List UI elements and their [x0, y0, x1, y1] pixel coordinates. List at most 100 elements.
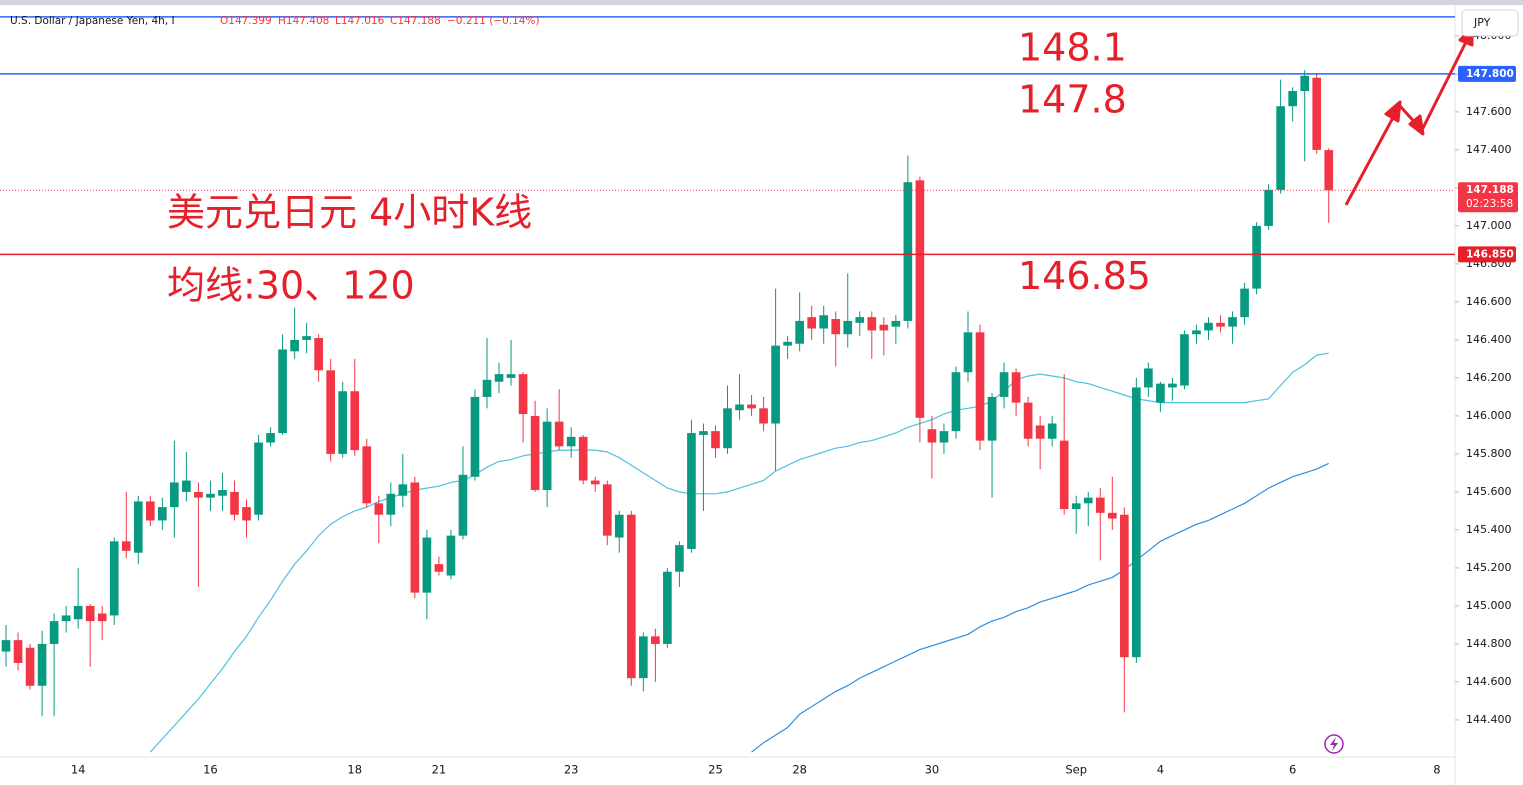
candle-body: [1035, 425, 1045, 439]
candle-body: [735, 404, 744, 411]
candle-body: [1071, 503, 1081, 510]
candle-body: [1083, 497, 1093, 504]
candle-body: [1119, 514, 1129, 658]
candle-body: [266, 433, 275, 443]
countdown-label: 02:23:58: [1466, 198, 1513, 210]
candle-body: [614, 514, 624, 538]
candle-body: [37, 643, 47, 686]
candle-body: [675, 545, 684, 572]
candle-body: [494, 374, 504, 382]
candle-body: [1312, 77, 1322, 150]
candle-body: [49, 621, 59, 644]
ohlc-value: C147.188: [390, 15, 441, 27]
x-tick-label: 28: [792, 763, 807, 777]
x-tick-label: 16: [203, 763, 218, 777]
candle-body: [506, 374, 516, 378]
candle-body: [903, 182, 913, 321]
x-tick-label: Sep: [1065, 763, 1087, 777]
candle-body: [482, 379, 492, 397]
candle-body: [61, 615, 71, 622]
y-tick-label: 145.600: [1466, 485, 1512, 498]
y-tick-label: 144.400: [1466, 713, 1512, 726]
candle-body: [1156, 383, 1165, 403]
candle-body: [518, 374, 528, 415]
ohlc-value: O147.399: [220, 15, 272, 27]
candle-body: [530, 415, 540, 491]
candle-body: [446, 535, 456, 576]
lightning-icon[interactable]: [1324, 734, 1344, 754]
last-price-label: 147.188: [1466, 184, 1514, 196]
arrow-up: [1420, 37, 1470, 131]
level-price-box: [1458, 246, 1516, 263]
candle-body: [554, 421, 564, 447]
candle-body: [975, 332, 985, 441]
candle-body: [1144, 368, 1153, 388]
candle-body: [302, 336, 311, 340]
candle-body: [626, 514, 636, 679]
candle-body: [338, 391, 348, 454]
candle-body: [1047, 423, 1057, 439]
y-tick-label: 147.600: [1466, 105, 1512, 118]
candle-body: [350, 391, 360, 451]
x-tick-label: 30: [925, 763, 940, 777]
icon-bolt[interactable]: [1330, 737, 1338, 751]
candle-body: [1228, 317, 1237, 327]
y-tick-label: 144.800: [1466, 637, 1512, 650]
candle-body: [939, 431, 949, 443]
x-tick-label: 21: [432, 763, 447, 777]
candle-body: [819, 315, 829, 329]
y-tick-label: 147.000: [1466, 219, 1512, 232]
candle-body: [795, 320, 804, 344]
candle-body: [1107, 512, 1117, 519]
candle-body: [843, 320, 853, 335]
candle-body: [121, 541, 131, 551]
level-price-label: 147.800: [1466, 68, 1514, 80]
candle-body: [747, 404, 756, 409]
symbol-title: U.S. Dollar / Japanese Yen, 4h, I: [10, 15, 175, 27]
candle-body: [85, 605, 95, 622]
candle-body: [13, 640, 23, 663]
y-tick-label: 145.200: [1466, 561, 1512, 574]
candle-body: [663, 571, 672, 644]
candle-body: [206, 493, 215, 498]
candle-body: [194, 491, 203, 498]
candle-body: [1168, 383, 1177, 388]
button-frame[interactable]: [1461, 9, 1519, 37]
arrow-up: [1344, 111, 1398, 206]
candle-body: [410, 482, 420, 593]
candle-body: [578, 436, 588, 481]
moving-average-line: [751, 462, 1329, 753]
candle-body: [590, 480, 600, 485]
candle-body: [374, 503, 384, 515]
y-tick-label: 147.400: [1466, 143, 1512, 156]
candle-body: [230, 491, 239, 515]
candle-body: [651, 636, 660, 644]
candle-body: [1059, 440, 1069, 510]
candle-body: [145, 501, 155, 521]
candle-body: [73, 605, 83, 620]
candle-body: [1216, 322, 1225, 327]
candle-body: [1192, 330, 1201, 335]
currency-button[interactable]: JPY: [1461, 9, 1519, 37]
button-label[interactable]: JPY: [1473, 16, 1491, 29]
x-tick-label: 4: [1157, 763, 1164, 777]
x-tick-label: 14: [71, 763, 86, 777]
icon-circle[interactable]: [1324, 734, 1344, 754]
x-tick-label: 6: [1289, 763, 1296, 777]
candle-body: [386, 493, 396, 515]
y-tick-label: 146.400: [1466, 333, 1512, 346]
candle-body: [1011, 372, 1021, 403]
candle-body: [434, 564, 444, 572]
candle-body: [1204, 322, 1213, 331]
y-tick-label: 146.200: [1466, 371, 1512, 384]
candle-body: [927, 429, 937, 443]
level-annotation: 148.1: [1018, 25, 1127, 69]
y-tick-label: 145.400: [1466, 523, 1512, 536]
x-tick-label: 25: [708, 763, 723, 777]
y-tick-label: 146.000: [1466, 409, 1512, 422]
x-tick-label: 23: [564, 763, 579, 777]
candle-body: [25, 647, 35, 686]
candle-body: [687, 433, 696, 549]
candle-body: [1180, 334, 1189, 386]
